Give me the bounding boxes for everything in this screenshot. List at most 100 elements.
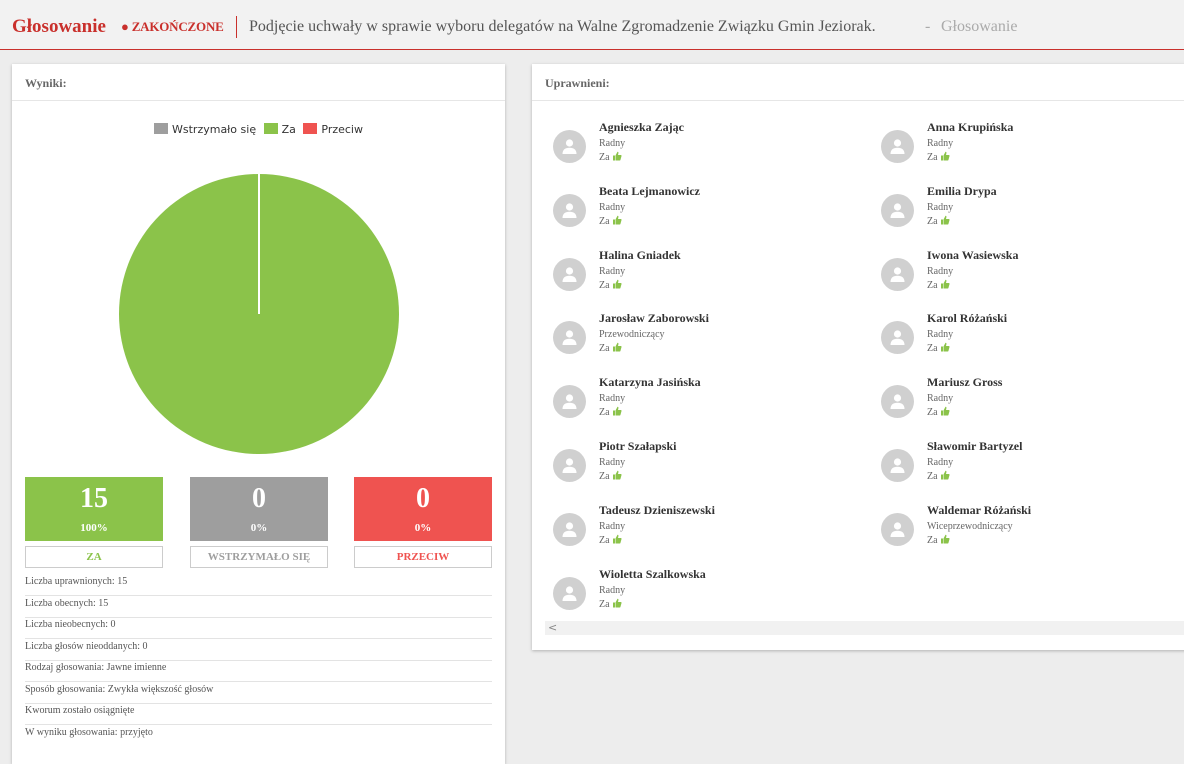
thumbs-up-icon xyxy=(610,470,622,482)
avatar xyxy=(881,130,914,163)
legend-item-against[interactable]: Przeciw xyxy=(303,123,363,136)
vote-label: Za xyxy=(599,407,610,419)
voter-item: Agnieszka Zając Radny Za xyxy=(553,120,853,176)
voter-item: Anna Krupińska Radny Za xyxy=(881,120,1181,176)
voter-vote: Za xyxy=(927,342,950,354)
voter-vote: Za xyxy=(599,598,622,610)
stat-box-abstain: 0 0% xyxy=(190,477,328,541)
info-absent-count: Liczba nieobecnych: 0 xyxy=(25,618,492,639)
results-pie-chart xyxy=(119,174,399,454)
info-eligible-count: Liczba uprawnionych: 15 xyxy=(25,575,492,596)
voter-item: Mariusz Gross Radny Za xyxy=(881,375,1181,431)
voter-role: Wiceprzewodniczący xyxy=(927,520,1013,532)
vote-label: Za xyxy=(927,215,938,227)
thumbs-up-icon xyxy=(610,406,622,418)
voter-item: Wioletta Szalkowska Radny Za xyxy=(553,567,853,623)
results-panel: Wyniki: Wstrzymało się Za Przeciw 15 100… xyxy=(12,64,505,764)
stat-count: 0 xyxy=(252,483,266,514)
info-quorum: Kworum zostało osiągnięte xyxy=(25,704,492,725)
stat-percent: 0% xyxy=(250,522,268,534)
voter-name: Mariusz Gross xyxy=(927,375,1003,390)
voter-item: Halina Gniadek Radny Za xyxy=(553,248,853,304)
voter-name: Katarzyna Jasińska xyxy=(599,375,701,390)
vote-label: Za xyxy=(599,343,610,355)
scroll-left-icon[interactable]: < xyxy=(548,621,558,634)
voter-role: Przewodniczący xyxy=(599,329,665,341)
voter-role: Radny xyxy=(927,457,954,468)
thumbs-up-icon xyxy=(938,151,950,163)
voter-role: Radny xyxy=(599,201,626,213)
voter-item: Tadeusz Dzieniszewski Radny Za xyxy=(553,503,853,559)
info-vote-type: Rodzaj głosowania: Jawne imienne xyxy=(25,661,492,682)
voter-name: Waldemar Różański xyxy=(927,502,1032,517)
voter-vote: Za xyxy=(599,151,622,163)
voter-name: Jarosław Zaborowski xyxy=(599,311,709,326)
avatar xyxy=(553,385,586,419)
page-header: Głosowanie ● ZAKOŃCZONE Podjęcie uchwały… xyxy=(0,0,1184,50)
voter-vote: Za xyxy=(599,342,622,354)
stat-label-against[interactable]: PRZECIW xyxy=(354,546,492,568)
voter-name: Karol Różański xyxy=(927,311,1008,326)
vote-label: Za xyxy=(927,152,938,163)
vote-label: Za xyxy=(599,279,610,291)
thumbs-up-icon xyxy=(938,470,950,482)
thumbs-up-icon xyxy=(938,215,950,227)
voter-name: Beata Lejmanowicz xyxy=(599,183,700,198)
voter-name: Emilia Drypa xyxy=(927,183,997,198)
voter-name: Halina Gniadek xyxy=(599,247,681,262)
voter-vote: Za xyxy=(599,470,622,482)
legend-item-for[interactable]: Za xyxy=(263,123,296,136)
voter-name: Sławomir Bartyzel xyxy=(927,439,1023,453)
vote-label: Za xyxy=(599,471,610,482)
info-present-count: Liczba obecnych: 15 xyxy=(25,597,492,618)
voter-item: Karol Różański Radny Za xyxy=(881,311,1181,367)
thumbs-up-icon xyxy=(938,279,950,291)
avatar xyxy=(553,321,586,355)
thumbs-up-icon xyxy=(610,343,622,354)
legend-label: Za xyxy=(281,123,296,136)
avatar xyxy=(553,130,586,163)
eligible-panel: Uprawnieni: Agnieszka Zając Radny Za Anna K… xyxy=(532,64,1184,650)
vote-label: Za xyxy=(927,407,938,419)
header-divider xyxy=(236,16,237,38)
thumbs-up-icon xyxy=(938,406,950,418)
voter-vote: Za xyxy=(927,215,950,227)
vote-label: Za xyxy=(599,215,610,227)
voter-vote: Za xyxy=(599,215,622,227)
voter-role: Radny xyxy=(599,520,626,532)
stat-label-for[interactable]: ZA xyxy=(25,546,163,568)
voter-item: Waldemar Różański Wiceprzewodniczący Za xyxy=(881,503,1181,559)
voter-name: Agnieszka Zając xyxy=(599,120,684,134)
thumbs-up-icon xyxy=(610,279,622,291)
vote-label: Za xyxy=(599,598,610,610)
vote-label: Za xyxy=(927,471,938,482)
legend-item-abstain[interactable]: Wstrzymało się xyxy=(154,123,256,136)
voter-role: Radny xyxy=(599,138,626,149)
voter-vote: Za xyxy=(927,151,950,163)
stat-percent: 100% xyxy=(80,522,108,534)
voter-item: Jarosław Zaborowski Przewodniczący Za xyxy=(553,311,853,367)
stat-box-for: 15 100% xyxy=(25,477,163,541)
breadcrumb[interactable]: Głosowanie xyxy=(941,18,1018,35)
results-heading: Wyniki: xyxy=(12,64,505,101)
vote-label: Za xyxy=(927,279,938,291)
avatar xyxy=(553,576,586,610)
voter-role: Radny xyxy=(927,265,954,277)
info-vote-method: Sposób głosowania: Zwykła większość głos… xyxy=(25,683,492,704)
voter-item: Sławomir Bartyzel Radny Za xyxy=(881,439,1181,495)
stat-percent: 0% xyxy=(414,522,432,534)
avatar xyxy=(553,193,586,227)
voter-role: Radny xyxy=(599,393,626,405)
vote-label: Za xyxy=(599,152,610,163)
horizontal-scrollbar[interactable]: < xyxy=(545,621,1184,635)
voter-vote: Za xyxy=(927,406,950,418)
voter-item: Emilia Drypa Radny Za xyxy=(881,184,1181,240)
voter-role: Radny xyxy=(927,201,954,213)
breadcrumb-separator: - xyxy=(925,18,931,35)
voter-item: Beata Lejmanowicz Radny Za xyxy=(553,184,853,240)
legend-swatch xyxy=(263,123,278,134)
avatar xyxy=(881,512,914,546)
stat-label-abstain[interactable]: WSTRZYMAŁO SIĘ xyxy=(190,546,328,568)
voter-role: Radny xyxy=(599,265,626,277)
info-outcome: W wyniku głosowania: przyjęto xyxy=(25,727,153,738)
